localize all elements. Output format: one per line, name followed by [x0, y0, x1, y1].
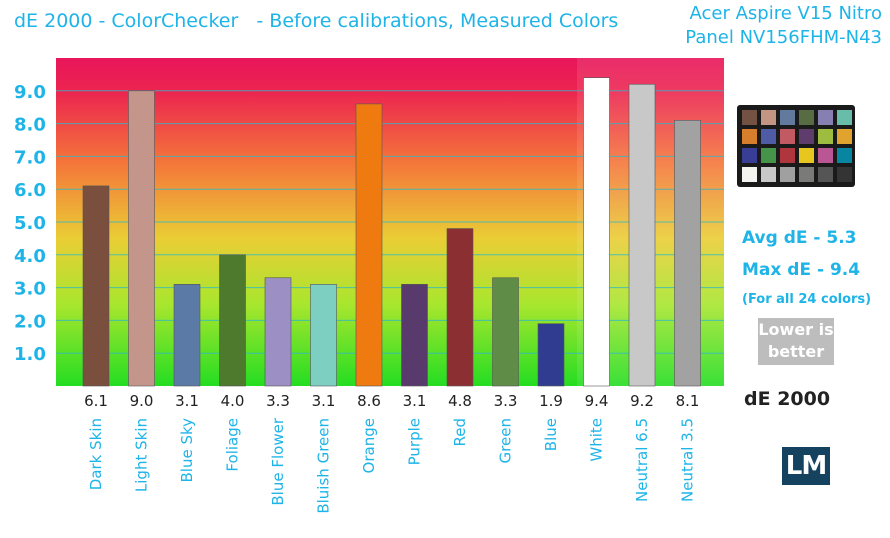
bar	[492, 277, 519, 387]
color-patch	[742, 129, 757, 144]
color-patch	[780, 167, 795, 182]
lower-line-1: Lower is	[758, 320, 834, 339]
colorchecker-image	[737, 105, 855, 187]
value-label: 1.9	[539, 392, 563, 410]
category-label: Red	[451, 418, 469, 447]
color-patch	[837, 167, 852, 182]
bar	[537, 323, 565, 387]
color-patch	[799, 167, 814, 182]
value-label: 6.1	[84, 392, 108, 410]
color-patch	[837, 129, 852, 144]
bar	[401, 284, 428, 387]
max-de: Max dE - 9.4	[742, 260, 861, 280]
color-patch	[818, 148, 833, 163]
category-label: Dark Skin	[87, 418, 105, 490]
device-info: Acer Aspire V15 Nitro Panel NV156FHM-N43	[685, 2, 882, 50]
color-patch	[742, 110, 757, 125]
color-patch	[818, 167, 833, 182]
color-patch	[780, 129, 795, 144]
color-patch	[799, 129, 814, 144]
y-tick-label: 9.0	[14, 82, 46, 103]
category-label: Bluish Green	[315, 418, 333, 514]
value-label: 8.6	[357, 392, 381, 410]
category-label: Green	[497, 418, 515, 463]
value-label: 3.1	[175, 392, 199, 410]
lm-logo: LM	[782, 447, 830, 485]
value-label: 9.0	[130, 392, 154, 410]
lower-line-2: better	[767, 342, 825, 361]
color-patch	[837, 110, 852, 125]
bar	[355, 103, 383, 387]
category-label: Blue	[542, 418, 560, 451]
color-patch	[780, 110, 795, 125]
chart-title: dE 2000 - ColorChecker - Before calibrat…	[14, 10, 619, 32]
device-name: Acer Aspire V15 Nitro	[689, 3, 883, 24]
value-label: 3.3	[494, 392, 518, 410]
value-label: 3.3	[266, 392, 290, 410]
color-patch	[818, 129, 833, 144]
category-label: Neutral 3.5	[679, 418, 697, 502]
y-tick-label: 5.0	[14, 213, 46, 234]
color-patch	[799, 110, 814, 125]
category-label: White	[588, 418, 606, 462]
bar	[264, 277, 292, 387]
color-patch	[761, 110, 776, 125]
category-label: Foliage	[224, 418, 242, 472]
bar	[446, 228, 474, 387]
metric-label: dE 2000	[744, 388, 831, 410]
color-patch	[761, 148, 776, 163]
y-tick-label: 4.0	[14, 246, 46, 267]
color-patch	[742, 148, 757, 163]
value-label: 9.2	[630, 392, 654, 410]
color-patch	[818, 110, 833, 125]
value-label: 4.8	[448, 392, 472, 410]
color-patch	[780, 148, 795, 163]
category-label: Blue Sky	[178, 418, 196, 483]
bar	[173, 284, 201, 387]
panel-name: Panel NV156FHM-N43	[685, 27, 882, 48]
bar	[128, 90, 155, 387]
bar	[82, 185, 110, 387]
color-patch	[761, 167, 776, 182]
value-label: 9.4	[585, 392, 609, 410]
avg-de: Avg dE - 5.3	[742, 228, 857, 248]
bar	[583, 77, 610, 387]
value-label: 4.0	[221, 392, 245, 410]
bar	[219, 254, 246, 387]
value-label: 3.1	[403, 392, 427, 410]
y-tick-label: 7.0	[14, 147, 46, 168]
value-label: 8.1	[676, 392, 700, 410]
y-tick-label: 1.0	[14, 344, 46, 365]
category-label: Light Skin	[133, 418, 151, 492]
y-tick-label: 3.0	[14, 279, 46, 300]
bar	[674, 120, 701, 387]
y-tick-label: 2.0	[14, 311, 46, 332]
y-tick-label: 6.0	[14, 180, 46, 201]
color-patch	[837, 148, 852, 163]
color-patch	[742, 167, 757, 182]
value-label: 3.1	[312, 392, 336, 410]
bar	[310, 284, 337, 387]
category-label: Purple	[406, 418, 424, 465]
all-colors-note: (For all 24 colors)	[742, 292, 872, 307]
color-patch	[761, 129, 776, 144]
category-label: Neutral 6.5	[633, 418, 651, 502]
category-label: Blue Flower	[269, 417, 287, 505]
y-tick-label: 8.0	[14, 115, 46, 136]
color-patch	[799, 148, 814, 163]
category-label: Orange	[360, 418, 378, 473]
bar	[628, 83, 656, 387]
lower-is-better-badge: Lower is better	[758, 318, 834, 365]
